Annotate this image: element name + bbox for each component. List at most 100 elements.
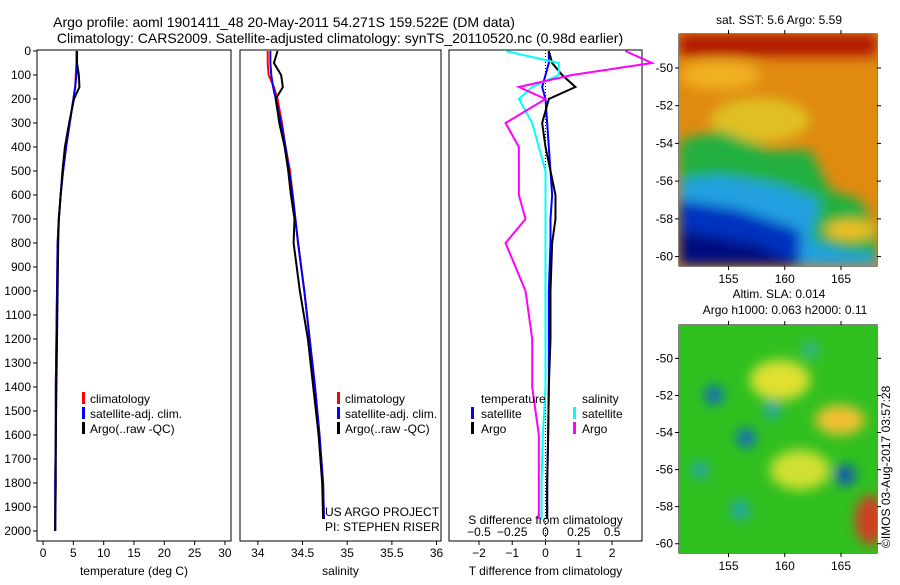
s-diff-tick-label: −0.25 [497,525,528,539]
x-tick-label: 30 [218,546,232,560]
project-label: US ARGO PROJECT [325,505,440,519]
depth-tick-label: 1900 [4,500,31,514]
sst-map-image [679,34,877,266]
legend-swatch [337,407,340,419]
depth-tick-label: 1700 [4,452,31,466]
depth-tick-label: 1500 [4,404,31,418]
lat-tick-label: -50 [656,61,674,75]
legend-label: Argo(..raw -QC) [90,422,175,436]
lat-tick-label: -56 [656,463,674,477]
lat-tick-label: -58 [656,500,674,514]
x-tick-label: 1 [575,546,582,560]
depth-tick-label: 800 [11,236,31,250]
s-diff-tick-label: 0.5 [604,525,621,539]
temperature-xlabel: temperature (deg C) [80,564,188,578]
sst-map-title: sat. SST: 5.6 Argo: 5.59 [716,13,842,27]
depth-tick-label: 1200 [4,332,31,346]
legend-label: climatology [90,392,150,406]
depth-tick-label: 500 [11,164,31,178]
legend-t-label: temperature [481,392,546,406]
x-tick-label: 5 [70,546,77,560]
depth-tick-label: 400 [11,140,31,154]
salinity-series-satellite-adj-clim- [269,51,325,520]
lat-tick-label: -52 [656,99,674,113]
title-line-2: Climatology: CARS2009. Satellite-adjuste… [57,30,623,46]
x-tick-label: 0 [40,546,47,560]
difference-series-t-argo [541,50,578,519]
legend-swatch [82,422,85,434]
x-tick-label: −1 [505,546,519,560]
legend-label: satellite-adj. clim. [345,407,437,421]
depth-tick-label: 200 [11,92,31,106]
depth-tick-label: 1800 [4,476,31,490]
legend-s-label: salinity [582,392,619,406]
depth-tick-label: 900 [11,260,31,274]
depth-tick-label: 300 [11,116,31,130]
x-tick-label: 25 [188,546,202,560]
depth-tick-label: 700 [11,212,31,226]
title-line-1: Argo profile: aoml 1901411_48 20-May-201… [53,14,515,30]
x-tick-label: 35.5 [380,546,404,560]
depth-tick-label: 600 [11,188,31,202]
pi-label: PI: STEPHEN RISER [325,520,440,534]
s-diff-tick-label: 0.25 [567,525,591,539]
s-diff-xlabel: S difference from climatology [468,513,623,527]
depth-tick-label: 2000 [4,524,31,538]
x-tick-label: 20 [158,546,172,560]
salinity-series-climatology [266,51,325,520]
depth-tick-label: 1400 [4,380,31,394]
lon-tick-label: 155 [718,559,738,573]
lon-tick-label: 155 [718,272,738,286]
legend-label: Argo(..raw -QC) [345,422,430,436]
depth-tick-label: 1600 [4,428,31,442]
legend-label: climatology [345,392,405,406]
sla-map-subtitle: Argo h1000: 0.063 h2000: 0.11 [703,303,868,317]
lon-tick-label: 160 [775,559,795,573]
s-diff-tick-label: 0 [542,525,549,539]
temperature-plot-frame [36,49,232,542]
legend-label: satellite-adj. clim. [90,407,182,421]
temperature-series-argo-raw-qc- [54,51,81,532]
legend-swatch [471,407,474,419]
legend-t-label: Argo [481,422,507,436]
salinity-series-argo-raw-qc- [272,50,325,520]
legend-swatch [82,407,85,419]
x-tick-label: 34.5 [291,546,315,560]
legend-swatch [573,422,576,434]
lat-tick-label: -54 [656,426,674,440]
sla-map-title: Altim. SLA: 0.014 [733,287,826,301]
lat-tick-label: -58 [656,212,674,226]
depth-tick-label: 100 [11,68,31,82]
legend-swatch [82,392,85,404]
legend-swatch [337,392,340,404]
lat-tick-label: -60 [656,537,674,551]
lon-tick-label: 165 [831,559,851,573]
x-tick-label: 10 [97,546,111,560]
x-tick-label: 35 [341,546,355,560]
x-tick-label: 34 [251,546,265,560]
x-tick-label: 2 [609,546,616,560]
lat-tick-label: -56 [656,174,674,188]
salinity-xlabel: salinity [322,564,359,578]
x-tick-label: 36 [430,546,444,560]
lat-tick-label: -52 [656,388,674,402]
legend-s-label: Argo [582,422,608,436]
imos-credit: ©IMOS 03-Aug-2017 03:57:28 [879,385,893,548]
x-tick-label: −2 [472,546,486,560]
lat-tick-label: -60 [656,250,674,264]
salinity-plot-frame [239,49,442,542]
difference-xlabel: T difference from climatology [469,564,623,578]
lat-tick-label: -54 [656,136,674,150]
x-tick-label: 0 [542,546,549,560]
legend-t-label: satellite [481,407,522,421]
depth-tick-label: 1000 [4,284,31,298]
x-tick-label: 15 [127,546,141,560]
lon-tick-label: 160 [775,272,795,286]
legend-swatch [573,407,576,419]
depth-tick-label: 1100 [5,308,31,322]
legend-s-label: satellite [582,407,623,421]
depth-tick-label: 1300 [4,356,31,370]
s-diff-tick-label: −0.5 [467,525,491,539]
